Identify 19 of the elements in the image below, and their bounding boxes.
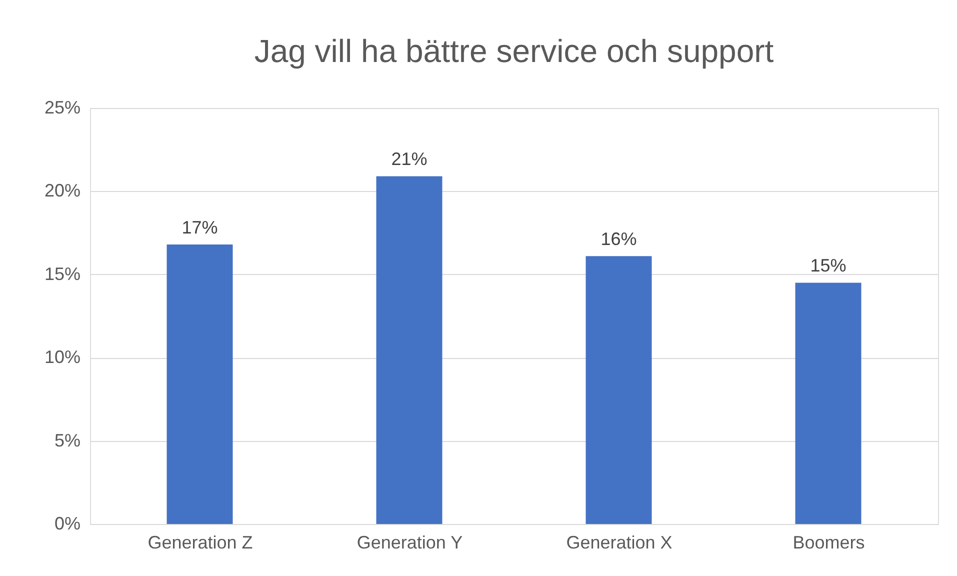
- data-label: 15%: [810, 256, 846, 276]
- chart-title: Jag vill ha bättre service och support: [254, 33, 774, 69]
- x-tick-label: Generation Z: [148, 532, 253, 552]
- y-tick-label: 20%: [44, 180, 80, 201]
- x-tick-label: Generation X: [566, 532, 672, 552]
- x-tick-label: Boomers: [792, 532, 865, 552]
- bar: [795, 282, 862, 524]
- bar: [586, 256, 652, 524]
- data-label: 21%: [391, 149, 428, 170]
- data-label: 17%: [182, 217, 218, 238]
- data-label: 16%: [600, 229, 637, 250]
- y-tick-label: 5%: [54, 430, 80, 450]
- bar: [166, 244, 233, 524]
- x-tick-label: Generation Y: [356, 532, 463, 552]
- y-tick-label: 25%: [44, 98, 80, 118]
- y-tick-label: 15%: [44, 264, 80, 284]
- y-tick-label: 10%: [44, 347, 80, 368]
- bar: [376, 176, 442, 524]
- y-tick-label: 0%: [54, 514, 80, 534]
